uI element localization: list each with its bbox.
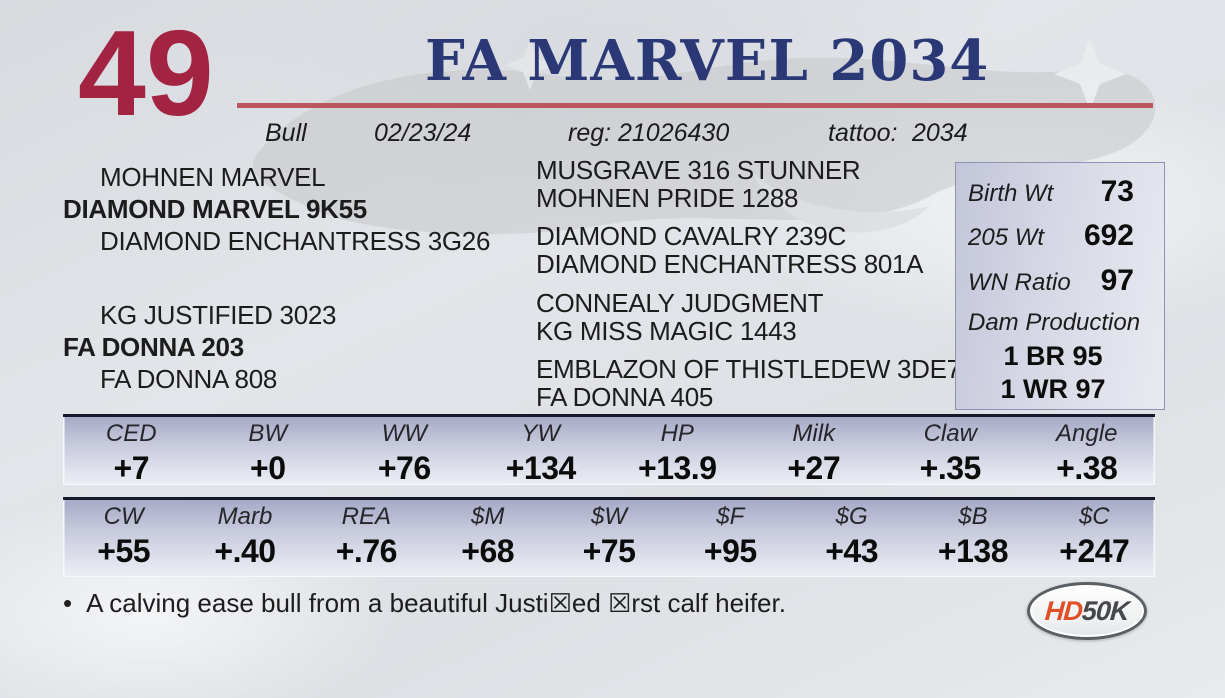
dam-sire-name: KG JUSTIFIED 3023 [100, 300, 337, 330]
epd-value-dollar-m: +68 [461, 533, 515, 569]
sire-dam-name: DIAMOND ENCHANTRESS 3G26 [100, 226, 491, 256]
epd-value-dollar-c: +247 [1059, 533, 1130, 569]
birth-date: 02/23/24 [374, 119, 472, 147]
sire-name: DIAMOND MARVEL 9K55 [63, 194, 367, 224]
epd-header-dollar-g: $G [835, 503, 868, 530]
epd-header-claw: Claw [923, 420, 977, 447]
epd-cell-hp: HP +13.9 [609, 417, 746, 486]
page-title: FA MARVEL 2034 [425, 28, 990, 94]
epd-cell-ced: CED +7 [63, 417, 200, 486]
epd-cell-claw: Claw +.35 [882, 417, 1019, 486]
footnote-text: A calving ease bull from a beautiful Jus… [86, 588, 786, 618]
epd-value-angle: +.38 [1056, 450, 1118, 486]
dam-name: FA DONNA 203 [63, 332, 244, 362]
bullet-icon: • [63, 588, 73, 618]
epd-cell-yw: YW +134 [473, 417, 610, 486]
performance-box: Birth Wt 73 205 Wt 692 WN Ratio 97 Dam P… [955, 162, 1165, 410]
epd-header-hp: HP [660, 420, 694, 447]
sex-label: Bull [265, 119, 307, 147]
birth-weight-label: Birth Wt [968, 180, 1054, 207]
epd-cell-dollar-m: $M +68 [427, 500, 548, 577]
epd-value-dollar-w: +75 [582, 533, 636, 569]
footnote: • A calving ease bull from a beautiful Ju… [63, 588, 786, 619]
dam-production-label: Dam Production [968, 309, 1141, 336]
sire-dam-dam-name: DIAMOND ENCHANTRESS 801A [536, 249, 924, 279]
bull-watermark-image [252, 38, 1156, 235]
dam-dam-sire-name: EMBLAZON OF THISTLEDEW 3DE7 [536, 354, 961, 384]
epd-header-yw: YW [521, 420, 561, 447]
epd-cell-bw: BW +0 [200, 417, 337, 486]
birth-weight-value: 73 [1100, 175, 1134, 208]
epd-value-ww: +76 [377, 450, 431, 486]
epd-value-dollar-b: +138 [937, 533, 1009, 569]
logo-50k-text: 50K [1081, 595, 1130, 626]
sire-sire-sire-name: MUSGRAVE 316 STUNNER [536, 155, 861, 185]
wn-ratio-row: WN Ratio 97 [968, 264, 1134, 298]
wn-ratio-value: 97 [1100, 264, 1134, 297]
birth-weight-row: Birth Wt 73 [968, 175, 1134, 209]
epd-value-cw: +55 [97, 533, 151, 569]
epd-header-bw: BW [248, 420, 288, 447]
dam-production-wr: 1 WR 97 [1000, 374, 1106, 404]
epd-cell-dollar-f: $F +95 [670, 500, 791, 577]
epd-value-milk: +27 [787, 450, 841, 486]
epd-header-cw: CW [103, 503, 144, 530]
epd-header-dollar-c: $C [1078, 503, 1110, 530]
registration-number: 21026430 [618, 119, 730, 147]
wn-ratio-label: WN Ratio [968, 269, 1071, 296]
sire-sire-dam-name: MOHNEN PRIDE 1288 [536, 183, 799, 213]
epd-value-dollar-g: +43 [825, 533, 879, 569]
epd-header-ww: WW [381, 420, 427, 447]
epd-cell-dollar-g: $G +43 [791, 500, 912, 577]
sire-sire-name: MOHNEN MARVEL [100, 162, 326, 192]
hd50k-logo-text: HD50K [1044, 596, 1130, 627]
epd-header-rea: REA [341, 503, 391, 530]
epd-cell-ww: WW +76 [336, 417, 473, 486]
epd-header-marb: Marb [217, 503, 273, 530]
dam-sire-dam-name: KG MISS MAGIC 1443 [536, 316, 797, 346]
epd-row-1: CED +7 BW +0 WW +76 YW +134 HP +13.9 Mil… [63, 414, 1156, 486]
weaning-weight-row: 205 Wt 692 [968, 219, 1134, 253]
epd-header-dollar-w: $W [590, 503, 627, 530]
epd-header-milk: Milk [792, 420, 836, 447]
epd-cell-milk: Milk +27 [746, 417, 883, 486]
tattoo-number: 2034 [912, 119, 968, 147]
lot-number: 49 [78, 5, 214, 141]
epd-cell-marb: Marb +.40 [184, 500, 305, 577]
logo-hd-text: HD [1044, 595, 1084, 626]
epd-cell-dollar-c: $C +247 [1034, 500, 1155, 577]
epd-value-rea: +.76 [335, 533, 398, 569]
sire-dam-sire-name: DIAMOND CAVALRY 239C [536, 221, 846, 251]
epd-header-dollar-m: $M [470, 503, 505, 530]
dam-dam-name: FA DONNA 808 [100, 364, 278, 394]
epd-value-claw: +.35 [919, 450, 982, 486]
weaning-weight-value: 692 [1083, 219, 1134, 252]
hd50k-logo: HD50K [1027, 582, 1147, 640]
tattoo-label: tattoo: [828, 119, 898, 147]
epd-cell-dollar-b: $B +138 [912, 500, 1033, 577]
epd-header-dollar-f: $F [716, 503, 745, 530]
epd-value-ced: +7 [113, 450, 150, 486]
dam-production-br: 1 BR 95 [1003, 341, 1103, 371]
epd-value-dollar-f: +95 [703, 533, 757, 569]
title-divider-line [237, 103, 1153, 108]
epd-cell-cw: CW +55 [63, 500, 184, 577]
epd-value-hp: +13.9 [638, 450, 717, 486]
epd-cell-rea: REA +.76 [306, 500, 427, 577]
epd-header-angle: Angle [1056, 420, 1118, 447]
weaning-weight-label: 205 Wt [968, 224, 1045, 251]
epd-value-yw: +134 [505, 450, 577, 486]
epd-value-bw: +0 [250, 450, 286, 486]
epd-row-2: CW +55 Marb +.40 REA +.76 $M +68 $W +75 … [63, 497, 1155, 577]
epd-cell-angle: Angle +.38 [1019, 417, 1156, 486]
dam-sire-sire-name: CONNEALY JUDGMENT [536, 288, 824, 318]
epd-value-marb: +.40 [214, 533, 276, 569]
epd-header-dollar-b: $B [958, 503, 988, 530]
registration-label: reg: [568, 119, 612, 147]
epd-header-ced: CED [105, 420, 157, 447]
dam-dam-dam-name: FA DONNA 405 [536, 382, 714, 412]
epd-cell-dollar-w: $W +75 [548, 500, 669, 577]
